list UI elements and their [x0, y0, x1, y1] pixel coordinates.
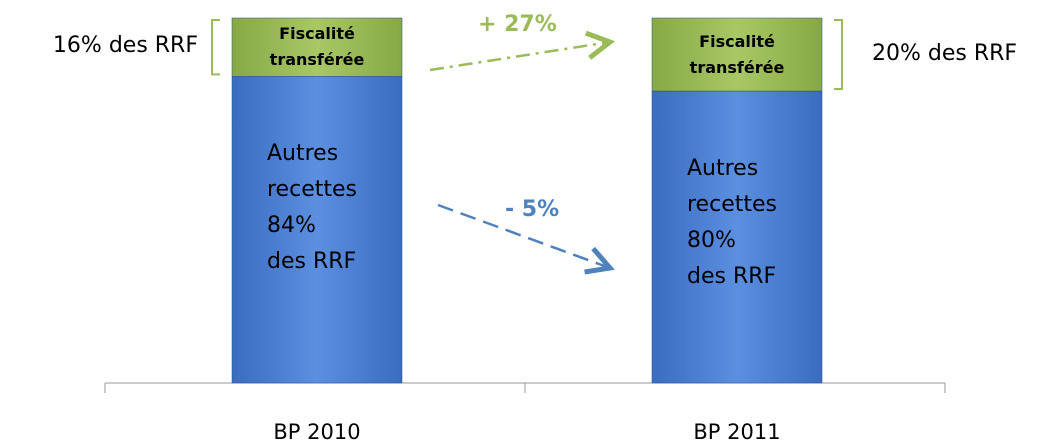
series-name: Autres recettes — [267, 141, 357, 203]
bracket — [211, 19, 220, 76]
bar-label: Autres recettes 84% des RRF — [267, 136, 382, 280]
value-label: 84% des RRF — [267, 213, 357, 275]
arrow — [429, 42, 610, 72]
x-tick-label: BP 2011 — [693, 420, 781, 444]
series-name: Fiscalité transférée — [269, 24, 365, 70]
bar-segment — [231, 76, 403, 384]
arrow — [437, 203, 610, 268]
value-label: 80% des RRF — [687, 228, 777, 289]
bracket — [834, 19, 843, 90]
bar-segment — [651, 90, 823, 384]
bar-segment — [651, 17, 823, 92]
series-name: Fiscalité transférée — [689, 31, 785, 77]
annotation: + 27% — [478, 12, 557, 37]
value-label: 20% des RRF — [872, 40, 1018, 66]
bar-segment — [231, 17, 403, 77]
series-name: Autres recettes — [687, 156, 777, 217]
x-tick-label: BP 2010 — [273, 420, 361, 444]
bar-label: Autres recettes 80% des RRF — [687, 151, 802, 295]
value-label: 16% des RRF — [52, 33, 198, 59]
annotation: - 5% — [505, 197, 560, 222]
